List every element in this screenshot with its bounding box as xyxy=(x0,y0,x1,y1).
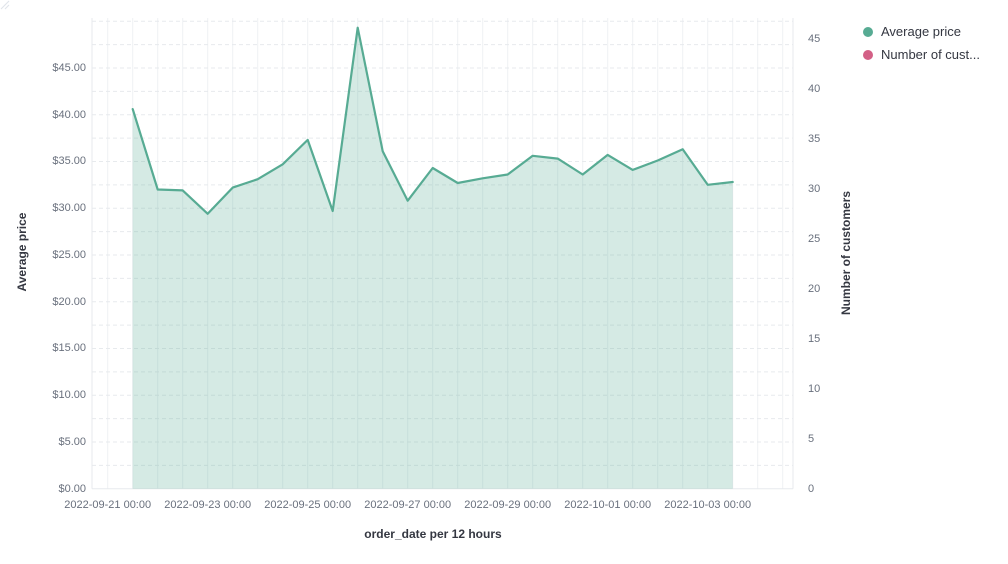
series-line-0 xyxy=(131,26,734,215)
x-axis-tick-label: 2022-10-03 00:00 xyxy=(664,499,752,511)
x-axis-tick-label: 2022-09-21 00:00 xyxy=(64,499,152,511)
left-axis-tick-label: $30.00 xyxy=(52,202,86,215)
right-axis-tick-label: 30 xyxy=(808,182,821,195)
x-axis-tick-label: 2022-09-29 00:00 xyxy=(464,499,552,511)
right-axis-tick-label: 25 xyxy=(808,232,821,245)
right-axis-tick-label: 5 xyxy=(808,432,815,445)
x-axis-tick-label: 2022-09-25 00:00 xyxy=(264,499,352,511)
resize-handle-icon[interactable] xyxy=(0,0,10,10)
right-axis-tick-label: 20 xyxy=(808,282,821,295)
right-axis-tick-label: 45 xyxy=(808,32,821,45)
left-axis-tick-label: $5.00 xyxy=(58,435,86,448)
legend-item-number-of-customers[interactable]: Number of cust... xyxy=(863,47,980,63)
x-axis-title: order_date per 12 hours xyxy=(364,527,502,541)
plot-area[interactable] xyxy=(92,18,793,489)
right-axis-tick-label: 35 xyxy=(808,132,821,145)
left-axis-tick-label: $25.00 xyxy=(52,248,86,261)
left-axis-tick-label: $15.00 xyxy=(52,342,86,355)
legend-dot-green-icon xyxy=(863,27,873,37)
x-axis-tick-label: 2022-10-01 00:00 xyxy=(564,499,652,511)
left-axis-tick-label: $45.00 xyxy=(52,61,86,74)
x-axis-tick-label: 2022-09-27 00:00 xyxy=(364,499,452,511)
right-axis-tick-label: 15 xyxy=(808,332,821,345)
right-axis-tick-label: 40 xyxy=(808,82,821,95)
right-axis-tick-label: 10 xyxy=(808,382,821,395)
left-axis-tick-label: $20.00 xyxy=(52,295,86,308)
left-axis-tick-label: $35.00 xyxy=(52,155,86,168)
legend-dot-pink-icon xyxy=(863,50,873,60)
right-axis-title: Number of customers xyxy=(839,190,853,316)
left-axis-title: Average price xyxy=(15,212,29,292)
x-axis-tick-label: 2022-09-23 00:00 xyxy=(164,499,252,511)
left-axis-tick-label: $40.00 xyxy=(52,108,86,121)
series-area-0 xyxy=(132,27,733,489)
legend-label: Number of cust... xyxy=(881,47,980,62)
right-axis-tick-label: 0 xyxy=(808,482,815,495)
chart-legend: Average price Number of cust... xyxy=(863,24,980,63)
left-axis-tick-label: $0.00 xyxy=(58,482,86,495)
legend-label: Average price xyxy=(881,24,961,39)
legend-item-average-price[interactable]: Average price xyxy=(863,24,980,40)
left-axis-tick-label: $10.00 xyxy=(52,389,86,402)
